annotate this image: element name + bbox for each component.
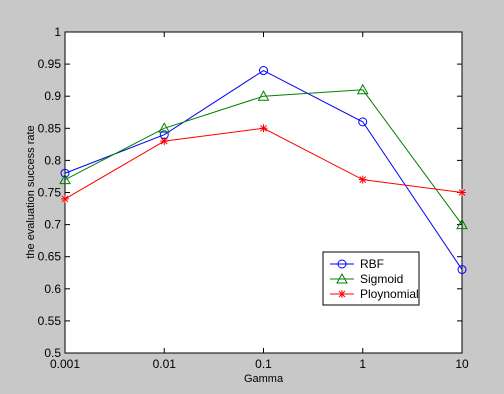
- data-point-sigmoid: [257, 90, 270, 101]
- y-tick-label: 0.5: [44, 346, 61, 360]
- data-point-rbf: [358, 117, 368, 127]
- legend-marker-sigmoid: [336, 272, 348, 284]
- series-layer: [59, 66, 468, 275]
- y-tick-label: 0.85: [38, 121, 62, 135]
- legend-marker-ploynomial: [338, 290, 346, 298]
- y-tick-label: 0.65: [38, 250, 62, 264]
- data-point-rbf: [60, 168, 70, 178]
- y-tick-label: 0.7: [44, 218, 61, 232]
- x-tick-label: 1: [359, 357, 366, 371]
- series-sigmoid: [59, 83, 468, 230]
- data-point-ploynomial: [458, 188, 466, 197]
- y-tick-label: 0.95: [38, 57, 62, 71]
- data-point-sigmoid: [158, 122, 171, 133]
- series-ploynomial: [61, 124, 466, 203]
- y-axis: 0.5 0.55 0.6 0.65 0.7 0.75 0.8 0.85 0.9 0.95 1: [38, 25, 462, 360]
- data-point-sigmoid: [59, 173, 71, 185]
- x-tick-label: 0.001: [50, 357, 80, 371]
- data-point-ploynomial: [358, 175, 367, 184]
- legend-label-ploynomial: Ploynomial: [360, 287, 419, 301]
- x-axis-label: Gamma: [244, 373, 284, 385]
- legend-marker-rbf: [337, 259, 347, 269]
- y-tick-label: 1: [54, 25, 61, 39]
- legend-label-sigmoid: Sigmoid: [360, 272, 403, 286]
- y-axis-label: the evaluation success rate: [25, 125, 37, 258]
- data-point-sigmoid: [456, 218, 468, 230]
- data-point-ploynomial: [160, 137, 169, 146]
- y-tick-label: 0.8: [44, 153, 61, 167]
- x-tick-label: 0.1: [255, 357, 272, 371]
- data-point-ploynomial: [61, 194, 69, 203]
- y-tick-label: 0.55: [38, 314, 62, 328]
- data-point-rbf: [259, 66, 268, 76]
- data-point-rbf: [457, 265, 467, 275]
- legend-label-rbf: RBF: [360, 257, 384, 271]
- data-point-sigmoid: [356, 83, 369, 95]
- x-axis: 0.001 0.01 0.1 1 10: [50, 32, 469, 371]
- y-tick-label: 0.6: [44, 282, 61, 296]
- y-tick-label: 0.9: [44, 89, 61, 103]
- series-line-sigmoid: [64, 89, 463, 225]
- data-point-ploynomial: [259, 124, 268, 133]
- series-line-rbf: [64, 69, 463, 270]
- x-tick-label: 10: [455, 357, 469, 371]
- y-tick-label: 0.75: [38, 186, 62, 200]
- x-tick-label: 0.01: [153, 357, 177, 371]
